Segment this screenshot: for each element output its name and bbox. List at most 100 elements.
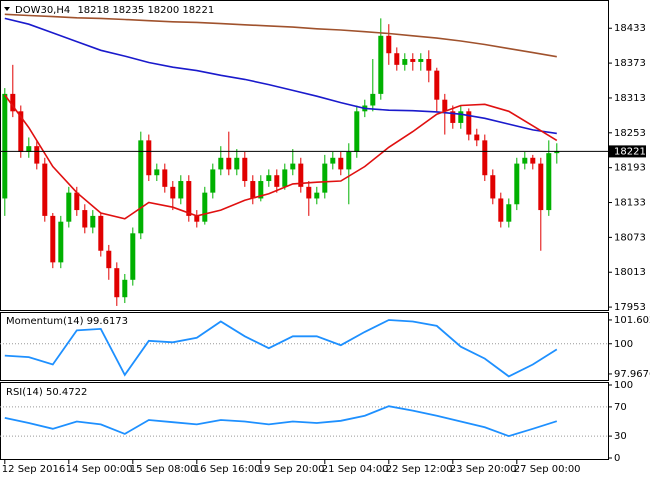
y-tick-label: 18073 xyxy=(614,232,646,243)
candle-body xyxy=(314,192,320,199)
candle-body xyxy=(218,157,224,170)
candle-body xyxy=(250,181,256,199)
candle-body xyxy=(346,151,352,170)
last-low: 18200 xyxy=(147,5,179,16)
candle-body xyxy=(26,146,32,152)
candle-body xyxy=(258,181,264,199)
candle-body xyxy=(538,163,544,211)
y-tick-label: 18373 xyxy=(614,58,646,69)
x-tick-label: 15 Sep 08:00 xyxy=(130,464,197,475)
candle-body xyxy=(162,169,168,187)
candle-body xyxy=(10,93,16,112)
candle-body xyxy=(154,169,160,176)
candle-body xyxy=(322,163,328,193)
last-price-box xyxy=(608,145,646,158)
candle-body xyxy=(2,93,8,199)
moving-average xyxy=(4,13,557,58)
candle-body xyxy=(74,192,80,211)
y-tick-label: 18253 xyxy=(614,128,646,139)
moving-average xyxy=(4,94,558,220)
candle-body xyxy=(210,169,216,193)
candle-body xyxy=(338,157,344,170)
x-tick-label: 12 Sep 2016 xyxy=(2,464,65,475)
last-close: 18221 xyxy=(182,5,214,16)
rsi-title: RSI(14) 50.4722 xyxy=(6,387,87,398)
last-price-label: 18221 xyxy=(614,146,646,157)
y-tick-label: 70 xyxy=(614,402,627,413)
candle-body xyxy=(122,279,128,298)
candle-body xyxy=(226,157,232,170)
candle-body xyxy=(410,59,416,62)
candle-body xyxy=(18,111,24,152)
candle-body xyxy=(330,157,336,164)
candle-body xyxy=(282,169,288,187)
y-tick-label: 17953 xyxy=(614,302,646,313)
y-tick-label: 18133 xyxy=(614,198,646,209)
y-tick-label: 18433 xyxy=(614,23,646,34)
candle-body xyxy=(450,111,456,123)
candle-body xyxy=(474,134,480,141)
x-tick-label: 23 Sep 20:00 xyxy=(450,464,517,475)
candle-body xyxy=(514,163,520,205)
candle-body xyxy=(530,157,536,164)
candle-body xyxy=(522,157,528,164)
menu-arrow xyxy=(4,7,10,11)
y-tick-label: 18013 xyxy=(614,267,646,278)
candle-body xyxy=(194,215,200,222)
candle-body xyxy=(482,140,488,176)
candle-body xyxy=(114,268,120,298)
momentum-title: Momentum(14) 99.6173 xyxy=(6,316,128,327)
candle-body xyxy=(234,157,240,170)
candle-body xyxy=(98,215,104,251)
last-open: 18218 xyxy=(77,5,109,16)
candle-body xyxy=(42,163,48,216)
y-tick-label: 30 xyxy=(614,431,627,442)
x-tick-label: 21 Sep 04:00 xyxy=(322,464,389,475)
chart-header: DOW30,H4 18218 18235 18200 18221 xyxy=(15,5,214,16)
candle-body xyxy=(82,210,88,228)
candle-body xyxy=(554,151,560,154)
candle-body xyxy=(386,35,392,54)
y-tick-label: 18193 xyxy=(614,163,646,174)
candle-body xyxy=(106,250,112,269)
candle-body xyxy=(50,215,56,263)
candle-body xyxy=(66,192,72,222)
candle-body xyxy=(274,175,280,187)
indicator-line xyxy=(4,319,558,378)
candle-body xyxy=(266,175,272,182)
candle-body xyxy=(402,59,408,65)
candle-body xyxy=(170,186,176,199)
candle-body xyxy=(298,163,304,187)
candle-body xyxy=(354,111,360,152)
candle-body xyxy=(546,153,552,211)
candle-body xyxy=(394,53,400,65)
y-tick-label: 100 xyxy=(614,339,633,350)
momentum-panel xyxy=(0,312,609,381)
candle-body xyxy=(186,181,192,216)
candle-body xyxy=(458,111,464,123)
candle-body xyxy=(146,140,152,176)
candle-body xyxy=(498,198,504,222)
last-high: 18235 xyxy=(112,5,144,16)
candle-body xyxy=(178,181,184,199)
candle-body xyxy=(426,59,432,71)
y-tick-label: 101.6023 xyxy=(614,315,650,326)
candle-body xyxy=(370,93,376,106)
candle-body xyxy=(290,163,296,170)
indicator-line xyxy=(4,405,558,438)
y-tick-label: 0 xyxy=(614,453,620,464)
candle-body xyxy=(442,99,448,112)
candle-body xyxy=(34,146,40,164)
x-tick-label: 14 Sep 00:00 xyxy=(66,464,133,475)
candle-body xyxy=(466,111,472,135)
candle-body xyxy=(90,215,96,228)
candle-body xyxy=(202,192,208,222)
y-tick-label: 18313 xyxy=(614,93,646,104)
candle-body xyxy=(306,186,312,199)
x-tick-label: 27 Sep 00:00 xyxy=(514,464,581,475)
candle-body xyxy=(506,204,512,222)
rsi-panel xyxy=(0,382,609,460)
